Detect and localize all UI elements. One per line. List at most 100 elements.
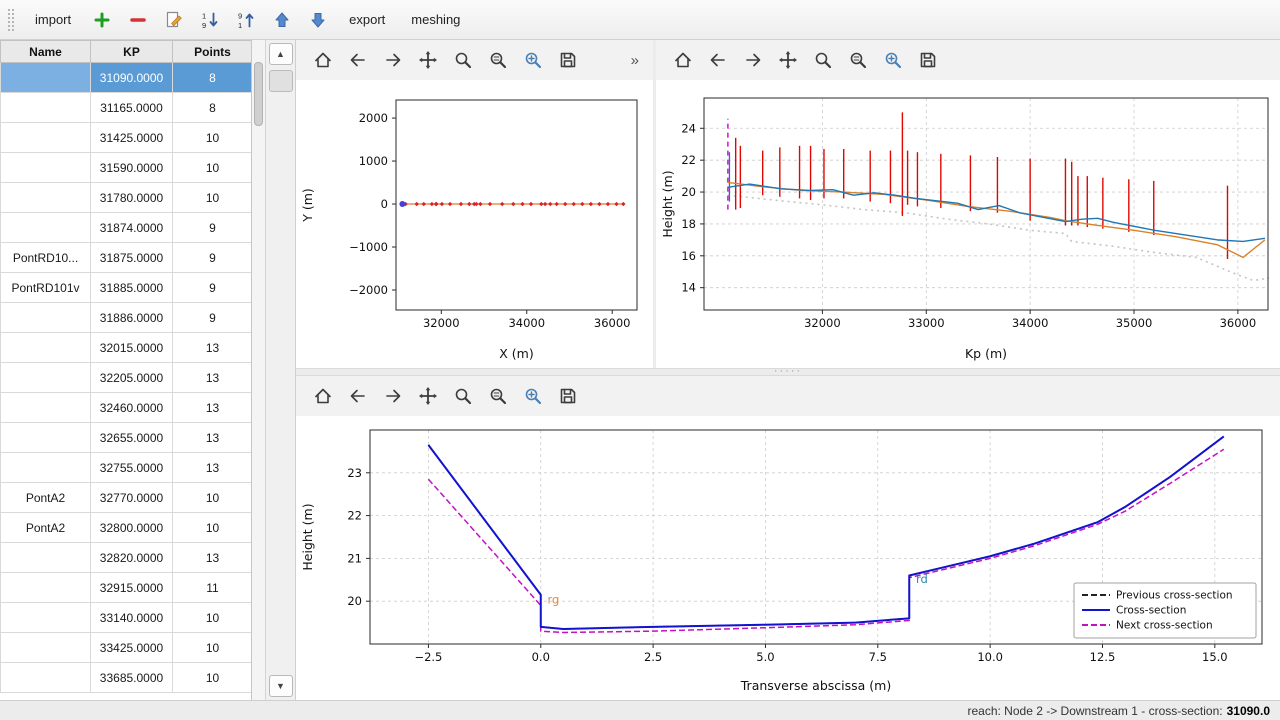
pan-button[interactable] xyxy=(413,45,443,75)
column-header-points[interactable]: Points xyxy=(173,41,253,63)
table-row[interactable]: 31780.000010 xyxy=(1,183,253,213)
cell-kp[interactable]: 31780.0000 xyxy=(91,183,173,213)
cell-name[interactable]: PontA2 xyxy=(1,483,91,513)
configure-subplots-button[interactable] xyxy=(483,381,513,411)
cell-points[interactable]: 10 xyxy=(173,183,253,213)
cell-kp[interactable]: 32205.0000 xyxy=(91,363,173,393)
cell-points[interactable]: 11 xyxy=(173,573,253,603)
longitudinal-profile-figure[interactable]: 3200033000340003500036000141618202224Kp … xyxy=(656,80,1280,368)
table-row[interactable]: 32460.000013 xyxy=(1,393,253,423)
column-header-name[interactable]: Name xyxy=(1,41,91,63)
cell-name[interactable] xyxy=(1,633,91,663)
cell-name[interactable] xyxy=(1,183,91,213)
cell-kp[interactable]: 32915.0000 xyxy=(91,573,173,603)
back-button[interactable] xyxy=(703,45,733,75)
toolbar-overflow-button[interactable]: » xyxy=(629,52,641,69)
cell-name[interactable] xyxy=(1,153,91,183)
cell-kp[interactable]: 31590.0000 xyxy=(91,153,173,183)
cell-points[interactable]: 9 xyxy=(173,273,253,303)
table-scrollbar[interactable] xyxy=(252,40,266,700)
move-down-button[interactable] xyxy=(304,6,332,34)
table-row[interactable]: 31165.00008 xyxy=(1,93,253,123)
cell-name[interactable] xyxy=(1,213,91,243)
cell-kp[interactable]: 31885.0000 xyxy=(91,273,173,303)
cell-points[interactable]: 10 xyxy=(173,123,253,153)
table-row[interactable]: 31874.00009 xyxy=(1,213,253,243)
move-up-button[interactable] xyxy=(268,6,296,34)
home-button[interactable] xyxy=(308,381,338,411)
cell-points[interactable]: 10 xyxy=(173,603,253,633)
cell-name[interactable] xyxy=(1,93,91,123)
cell-kp[interactable]: 31874.0000 xyxy=(91,213,173,243)
section-scrollbar-thumb[interactable] xyxy=(269,70,293,92)
save-button[interactable] xyxy=(913,45,943,75)
cell-name[interactable] xyxy=(1,453,91,483)
save-button[interactable] xyxy=(553,381,583,411)
table-row[interactable]: PontA232800.000010 xyxy=(1,513,253,543)
cell-kp[interactable]: 31425.0000 xyxy=(91,123,173,153)
cell-name[interactable] xyxy=(1,573,91,603)
cell-points[interactable]: 13 xyxy=(173,453,253,483)
cell-name[interactable] xyxy=(1,363,91,393)
cell-name[interactable] xyxy=(1,423,91,453)
cell-points[interactable]: 8 xyxy=(173,63,253,93)
cell-name[interactable] xyxy=(1,603,91,633)
edit-button[interactable] xyxy=(160,6,188,34)
scroll-up-button[interactable]: ▲ xyxy=(269,43,293,65)
cell-points[interactable]: 13 xyxy=(173,423,253,453)
scroll-down-button[interactable]: ▼ xyxy=(269,675,293,697)
cell-kp[interactable]: 32755.0000 xyxy=(91,453,173,483)
cell-points[interactable]: 10 xyxy=(173,663,253,693)
cell-points[interactable]: 13 xyxy=(173,333,253,363)
table-row[interactable]: 32205.000013 xyxy=(1,363,253,393)
cell-name[interactable]: PontRD101v xyxy=(1,273,91,303)
cell-kp[interactable]: 33425.0000 xyxy=(91,633,173,663)
table-scrollbar-thumb[interactable] xyxy=(254,62,263,126)
table-row[interactable]: PontRD101v31885.00009 xyxy=(1,273,253,303)
cell-points[interactable]: 10 xyxy=(173,483,253,513)
cell-name[interactable] xyxy=(1,63,91,93)
table-row[interactable]: 31090.00008 xyxy=(1,63,253,93)
table-row[interactable]: PontRD10...31875.00009 xyxy=(1,243,253,273)
cell-kp[interactable]: 33140.0000 xyxy=(91,603,173,633)
remove-button[interactable] xyxy=(124,6,152,34)
cell-points[interactable]: 10 xyxy=(173,633,253,663)
configure-subplots-button[interactable] xyxy=(483,45,513,75)
add-button[interactable] xyxy=(88,6,116,34)
table-row[interactable]: 33140.000010 xyxy=(1,603,253,633)
cell-name[interactable]: PontA2 xyxy=(1,513,91,543)
cell-name[interactable] xyxy=(1,123,91,153)
forward-button[interactable] xyxy=(738,45,768,75)
cell-kp[interactable]: 31886.0000 xyxy=(91,303,173,333)
home-button[interactable] xyxy=(668,45,698,75)
cell-points[interactable]: 9 xyxy=(173,213,253,243)
cell-kp[interactable]: 32655.0000 xyxy=(91,423,173,453)
home-button[interactable] xyxy=(308,45,338,75)
pan-button[interactable] xyxy=(773,45,803,75)
zoom-button[interactable] xyxy=(448,381,478,411)
table-row[interactable]: 32655.000013 xyxy=(1,423,253,453)
table-row[interactable]: 32915.000011 xyxy=(1,573,253,603)
table-row[interactable]: 32755.000013 xyxy=(1,453,253,483)
table-row[interactable]: 31886.00009 xyxy=(1,303,253,333)
cell-kp[interactable]: 32015.0000 xyxy=(91,333,173,363)
cell-kp[interactable]: 31875.0000 xyxy=(91,243,173,273)
cell-name[interactable] xyxy=(1,303,91,333)
cell-name[interactable] xyxy=(1,393,91,423)
cell-kp[interactable]: 32820.0000 xyxy=(91,543,173,573)
export-button[interactable]: export xyxy=(340,7,394,32)
cell-kp[interactable]: 32800.0000 xyxy=(91,513,173,543)
edit-parameters-button[interactable] xyxy=(518,45,548,75)
cell-points[interactable]: 9 xyxy=(173,303,253,333)
column-header-kp[interactable]: KP xyxy=(91,41,173,63)
horizontal-splitter[interactable]: ····· xyxy=(296,368,1280,376)
back-button[interactable] xyxy=(343,381,373,411)
cell-kp[interactable]: 32460.0000 xyxy=(91,393,173,423)
sort-ascending-button[interactable]: 91 xyxy=(232,6,260,34)
cell-kp[interactable]: 32770.0000 xyxy=(91,483,173,513)
cell-kp[interactable]: 31165.0000 xyxy=(91,93,173,123)
import-button[interactable]: import xyxy=(26,7,80,32)
cell-points[interactable]: 10 xyxy=(173,513,253,543)
meshing-button[interactable]: meshing xyxy=(402,7,469,32)
sort-descending-button[interactable]: 19 xyxy=(196,6,224,34)
